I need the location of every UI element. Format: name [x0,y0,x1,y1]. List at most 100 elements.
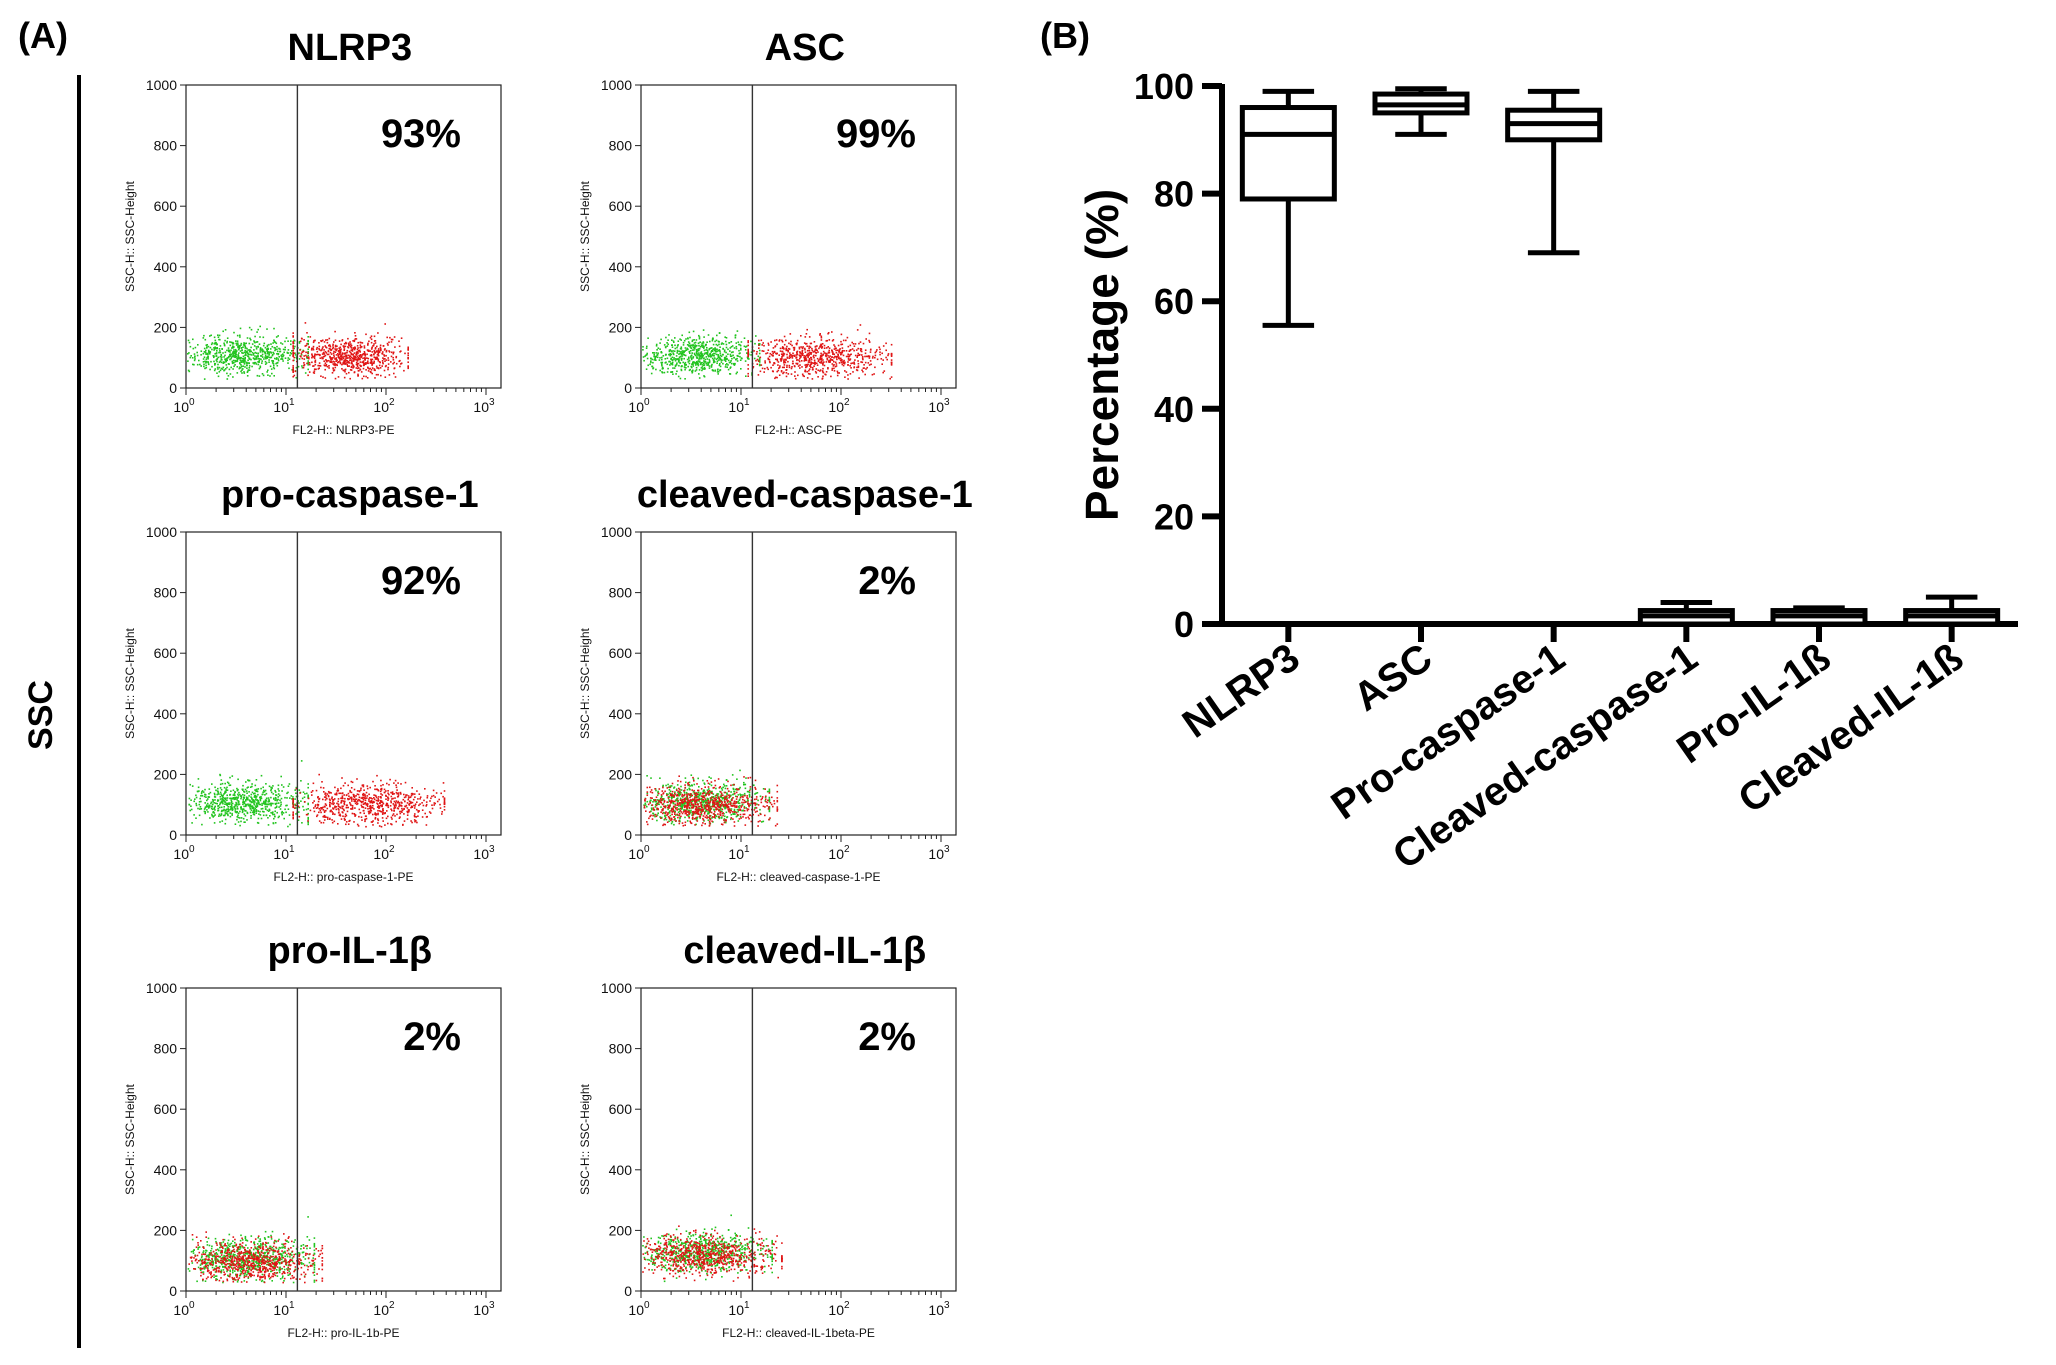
flow-dot-green [306,357,308,360]
flow-dot-red [747,352,749,354]
flow-dot-green [213,356,215,359]
flow-dot-green [287,785,290,787]
flow-dot-red [307,374,309,377]
flow-dot-green [226,372,228,375]
flow-dot-green [228,349,230,352]
flow-dot-red [318,773,320,776]
flow-dot-red [401,809,404,812]
flow-dot-red [367,370,370,372]
flow-dot-red [787,360,789,363]
flow-dot-green [307,795,309,798]
flow-dot-green [210,360,212,363]
flow-dot-green [213,369,216,372]
flow-dot-green [726,363,728,365]
flow-dot-red [322,376,324,378]
flow-dot-red [390,361,392,363]
flow-dot-red [838,362,841,364]
flow-dot-green [198,359,200,362]
flow-dot-red [783,335,786,338]
flow-dot-red [759,370,762,373]
flow-dot-red [335,806,337,808]
flow-dot-green [256,821,259,824]
flow-y-tick-label: 0 [169,380,177,396]
flow-dot-green [275,336,278,338]
flow-dot-green [271,787,273,789]
flow-dot-green [231,341,234,344]
flow-dot-red [838,357,840,359]
flow-dot-green [216,357,219,360]
flow-dot-red [335,358,337,361]
flow-dot-green [244,353,247,355]
flow-dot-red [817,376,819,378]
flow-dot-red [842,354,845,357]
flow-dot-green [692,343,694,346]
flow-dot-green [220,800,223,803]
flow-dot-red [350,352,353,355]
flow-dot-red [324,377,327,379]
flow-dot-green [218,351,220,354]
flow-dot-green [717,808,719,811]
flow-dot-green [242,355,245,358]
flow-dot-red [822,370,824,373]
flow-dot-green [709,347,712,349]
flow-dot-red [380,348,382,350]
flow-dot-red [328,359,330,362]
flow-dot-green [729,366,732,368]
flow-dot-red [872,355,874,358]
flow-dot-red [337,353,339,355]
flow-dot-red [767,349,770,351]
flow-dot-red [311,356,313,359]
flow-dot-red [389,778,391,781]
flow-dot-red [381,811,383,813]
flow-dot-red [815,354,817,357]
flow-dot-green [290,340,292,342]
flow-dot-green [662,367,664,370]
flow-dot-red [391,823,393,826]
flow-dot-red [833,348,836,350]
flow-dot-red [831,350,833,352]
flow-dot-red [365,825,367,828]
flow-dot-green [696,356,698,359]
flow-dot-red [785,349,787,351]
flow-dot-green [293,339,295,342]
flow-dot-red [800,335,802,337]
flow-dot-green [236,808,239,810]
flow-dot-green [693,342,696,344]
flow-dot-green [661,363,663,365]
flow-dot-red [826,353,828,355]
flow-dot-green [689,344,692,347]
flow-dot-green [269,375,271,377]
flow-dot-green [188,352,190,354]
flow-dot-green [704,810,707,813]
flow-dot-red [799,367,801,369]
flow-dot-green [257,799,259,802]
flow-dot-red [440,792,442,795]
flow-dot-red [354,335,357,337]
flow-dot-red [407,352,409,354]
flow-dot-red [847,345,850,348]
flow-dot-green [743,337,746,339]
flow-dot-green [701,364,704,366]
flow-dot-red [331,810,333,813]
flow-dot-red [333,802,335,804]
flow-dot-green [708,367,711,369]
flow-dot-green [712,370,714,372]
flow-dot-green [217,809,219,812]
flow-dot-red [338,347,340,349]
flow-dot-red [323,811,326,813]
flow-dot-red [299,792,301,794]
flow-dot-green [747,790,750,793]
flow-dot-green [246,375,249,377]
flow-dot-red [346,360,349,362]
flow-dot-green [257,363,260,366]
flow-dot-green [275,805,278,808]
flow-dot-green [235,342,237,345]
flow-dot-red [323,360,325,362]
flow-dot-green [224,339,226,342]
flow-dot-green [685,781,687,784]
flow-dot-red [313,370,316,372]
flow-dot-red [780,353,783,355]
flow-dot-green [234,350,236,353]
flow-dot-red [890,353,893,356]
